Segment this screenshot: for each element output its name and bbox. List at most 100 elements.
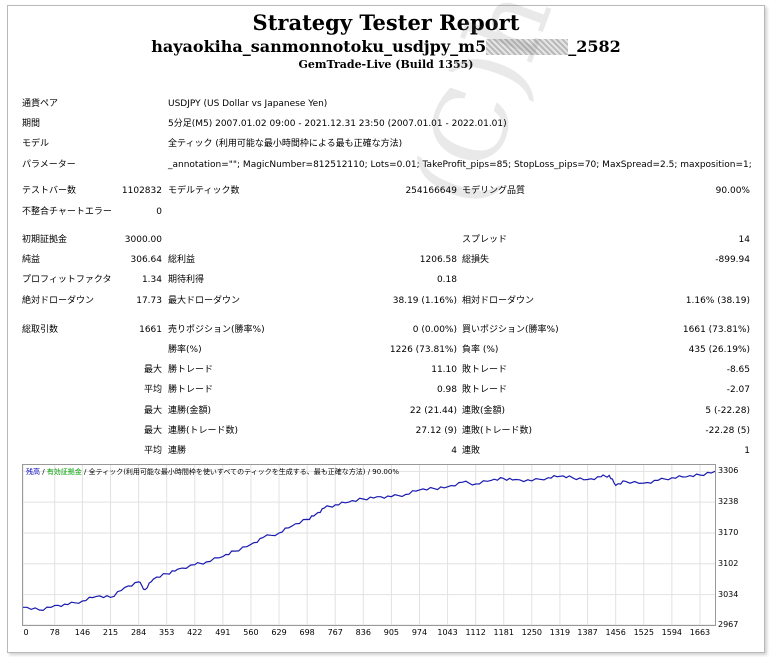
x-tick-label-4: 284 — [130, 628, 147, 637]
x-tick-label-17: 1181 — [493, 628, 514, 637]
symbol-label: 通貨ペア — [22, 99, 59, 109]
y-tick-label-3: 3102 — [718, 558, 739, 568]
deposit-label: 初期証拠金 — [22, 235, 68, 245]
ticks-value: 254166649 — [405, 186, 457, 196]
period-value: 5分足(M5) 2007.01.02 09:00 - 2021.12.31 23… — [168, 119, 507, 129]
cons-profit-value: 27.12 (9) — [415, 426, 457, 436]
series-line-0 — [23, 470, 716, 612]
avg-cons-wins-value: 4 — [451, 446, 457, 456]
x-tick-label-22: 1525 — [633, 628, 654, 637]
x-tick-label-0: 0 — [23, 628, 29, 637]
legend-equity: 有効証拠金 — [46, 468, 82, 476]
max-prefix-label: 最大 — [144, 365, 163, 375]
max-win-value: 11.10 — [431, 365, 457, 375]
x-tick-label-6: 422 — [187, 628, 203, 637]
total-trades-value: 1661 — [139, 325, 162, 335]
y-tick-label-5: 2967 — [718, 620, 739, 629]
cons-wins-value: 22 (21.44) — [409, 406, 457, 416]
x-tick-label-2: 146 — [74, 628, 91, 637]
max-loss-label: 敗トレード — [462, 365, 508, 375]
net-profit-label: 純益 — [22, 255, 41, 265]
bars-value: 1102832 — [121, 186, 162, 196]
avg-win-value: 0.98 — [436, 385, 457, 395]
legend-quality: 90.00% — [372, 468, 399, 476]
avg-prefix-label-2: 平均 — [144, 446, 163, 456]
cons-wins-label: 連勝(金額) — [168, 406, 212, 416]
x-tick-label-8: 560 — [243, 628, 259, 637]
x-tick-label-24: 1663 — [689, 628, 711, 637]
avg-prefix-label: 平均 — [144, 385, 163, 395]
balance-chart-svg — [22, 465, 716, 626]
x-tick-label-23: 1594 — [661, 628, 683, 637]
y-tick-label-2: 3170 — [718, 527, 739, 537]
expected-payoff-value: 0.18 — [436, 275, 457, 285]
parameters-label: パラメーター — [22, 160, 76, 170]
period-label: 期間 — [22, 119, 41, 129]
avg-cons-losses-label: 連敗 — [462, 446, 481, 456]
gross-profit-label: 総利益 — [168, 255, 196, 265]
y-tick-label-0: 3306 — [718, 466, 739, 476]
avg-loss-value: -2.07 — [726, 385, 750, 395]
model-value: 全ティック (利用可能な最小時間枠による最も正確な方法) — [168, 139, 403, 149]
max-prefix-label-3: 最大 — [144, 426, 163, 436]
expert-name: hayaokiha_sanmonnotoku_usdjpy_m5 _2582 — [151, 37, 621, 56]
abs-drawdown-label: 絶対ドローダウン — [22, 296, 95, 306]
long-positions-label: 買いポジション(勝率%) — [462, 325, 559, 335]
x-tick-label-1: 78 — [49, 628, 60, 637]
x-tick-label-20: 1387 — [577, 628, 598, 637]
gross-loss-label: 総損失 — [462, 255, 490, 265]
rel-drawdown-value: 1.16% (38.19) — [685, 296, 750, 306]
abs-drawdown-value: 17.73 — [136, 296, 162, 306]
rel-drawdown-label: 相対ドローダウン — [462, 296, 535, 306]
win-rate-label: 勝率(%) — [168, 345, 202, 355]
max-win-label: 勝トレード — [168, 365, 214, 375]
x-tick-label-5: 353 — [159, 628, 175, 637]
profit-factor-label: プロフィットファクタ — [22, 275, 112, 285]
avg-loss-label: 敗トレード — [462, 385, 508, 395]
cons-loss-value: -22.28 (5) — [705, 426, 750, 436]
quality-label: モデリング品質 — [462, 186, 526, 196]
ticks-label: モデルティック数 — [168, 186, 240, 196]
x-tick-label-3: 215 — [102, 628, 119, 637]
y-tick-label-1: 3238 — [718, 497, 739, 507]
x-tick-label-7: 491 — [215, 628, 231, 637]
avg-win-label: 勝トレード — [168, 385, 214, 395]
cons-losses-label: 連敗(金額) — [462, 406, 506, 416]
server-build: GemTrade-Live (Build 1355) — [298, 58, 474, 71]
x-tick-label-16: 1112 — [465, 628, 486, 637]
x-tick-label-18: 1250 — [521, 628, 542, 637]
parameters-value: _annotation=""; MagicNumber=812512110; L… — [168, 160, 752, 170]
max-loss-value: -8.65 — [726, 365, 750, 375]
legend-balance: 残高 — [26, 468, 40, 476]
gross-loss-value: -899.94 — [715, 255, 750, 265]
x-tick-label-9: 629 — [271, 628, 287, 637]
expected-payoff-label: 期待利得 — [168, 275, 205, 285]
symbol-value: USDJPY (US Dollar vs Japanese Yen) — [168, 99, 328, 109]
bars-label: テストバー数 — [22, 186, 77, 196]
loss-rate-value: 435 (26.19%) — [688, 345, 750, 355]
max-prefix-label-2: 最大 — [144, 406, 163, 416]
redacted-block — [486, 39, 569, 55]
spread-label: スプレッド — [462, 235, 508, 245]
net-profit-value: 306.64 — [130, 255, 163, 265]
profit-factor-value: 1.34 — [141, 275, 162, 285]
x-tick-label-10: 698 — [299, 628, 315, 637]
x-tick-label-14: 974 — [411, 628, 428, 637]
cons-losses-value: 5 (-22.28) — [705, 406, 750, 416]
long-positions-value: 1661 (73.81%) — [682, 325, 750, 335]
avg-cons-losses-value: 1 — [744, 446, 750, 456]
avg-cons-wins-label: 連勝 — [168, 446, 187, 456]
win-rate-value: 1226 (73.81%) — [389, 345, 457, 355]
x-tick-label-13: 905 — [383, 628, 400, 637]
short-positions-value: 0 (0.00%) — [412, 325, 457, 335]
chart-legend: 残高 / 有効証拠金 / 全ティック(利用可能な最小時間枠を使いすべてのティック… — [26, 468, 399, 476]
deposit-value: 3000.00 — [124, 235, 162, 245]
balance-chart — [22, 464, 716, 626]
spread-value: 14 — [738, 235, 750, 245]
model-label: モデル — [22, 139, 50, 149]
max-drawdown-value: 38.19 (1.16%) — [392, 296, 457, 306]
mismatch-value: 0 — [156, 207, 162, 217]
x-tick-label-15: 1043 — [437, 628, 458, 637]
gross-profit-value: 1206.58 — [419, 255, 457, 265]
x-tick-label-11: 767 — [327, 628, 343, 637]
